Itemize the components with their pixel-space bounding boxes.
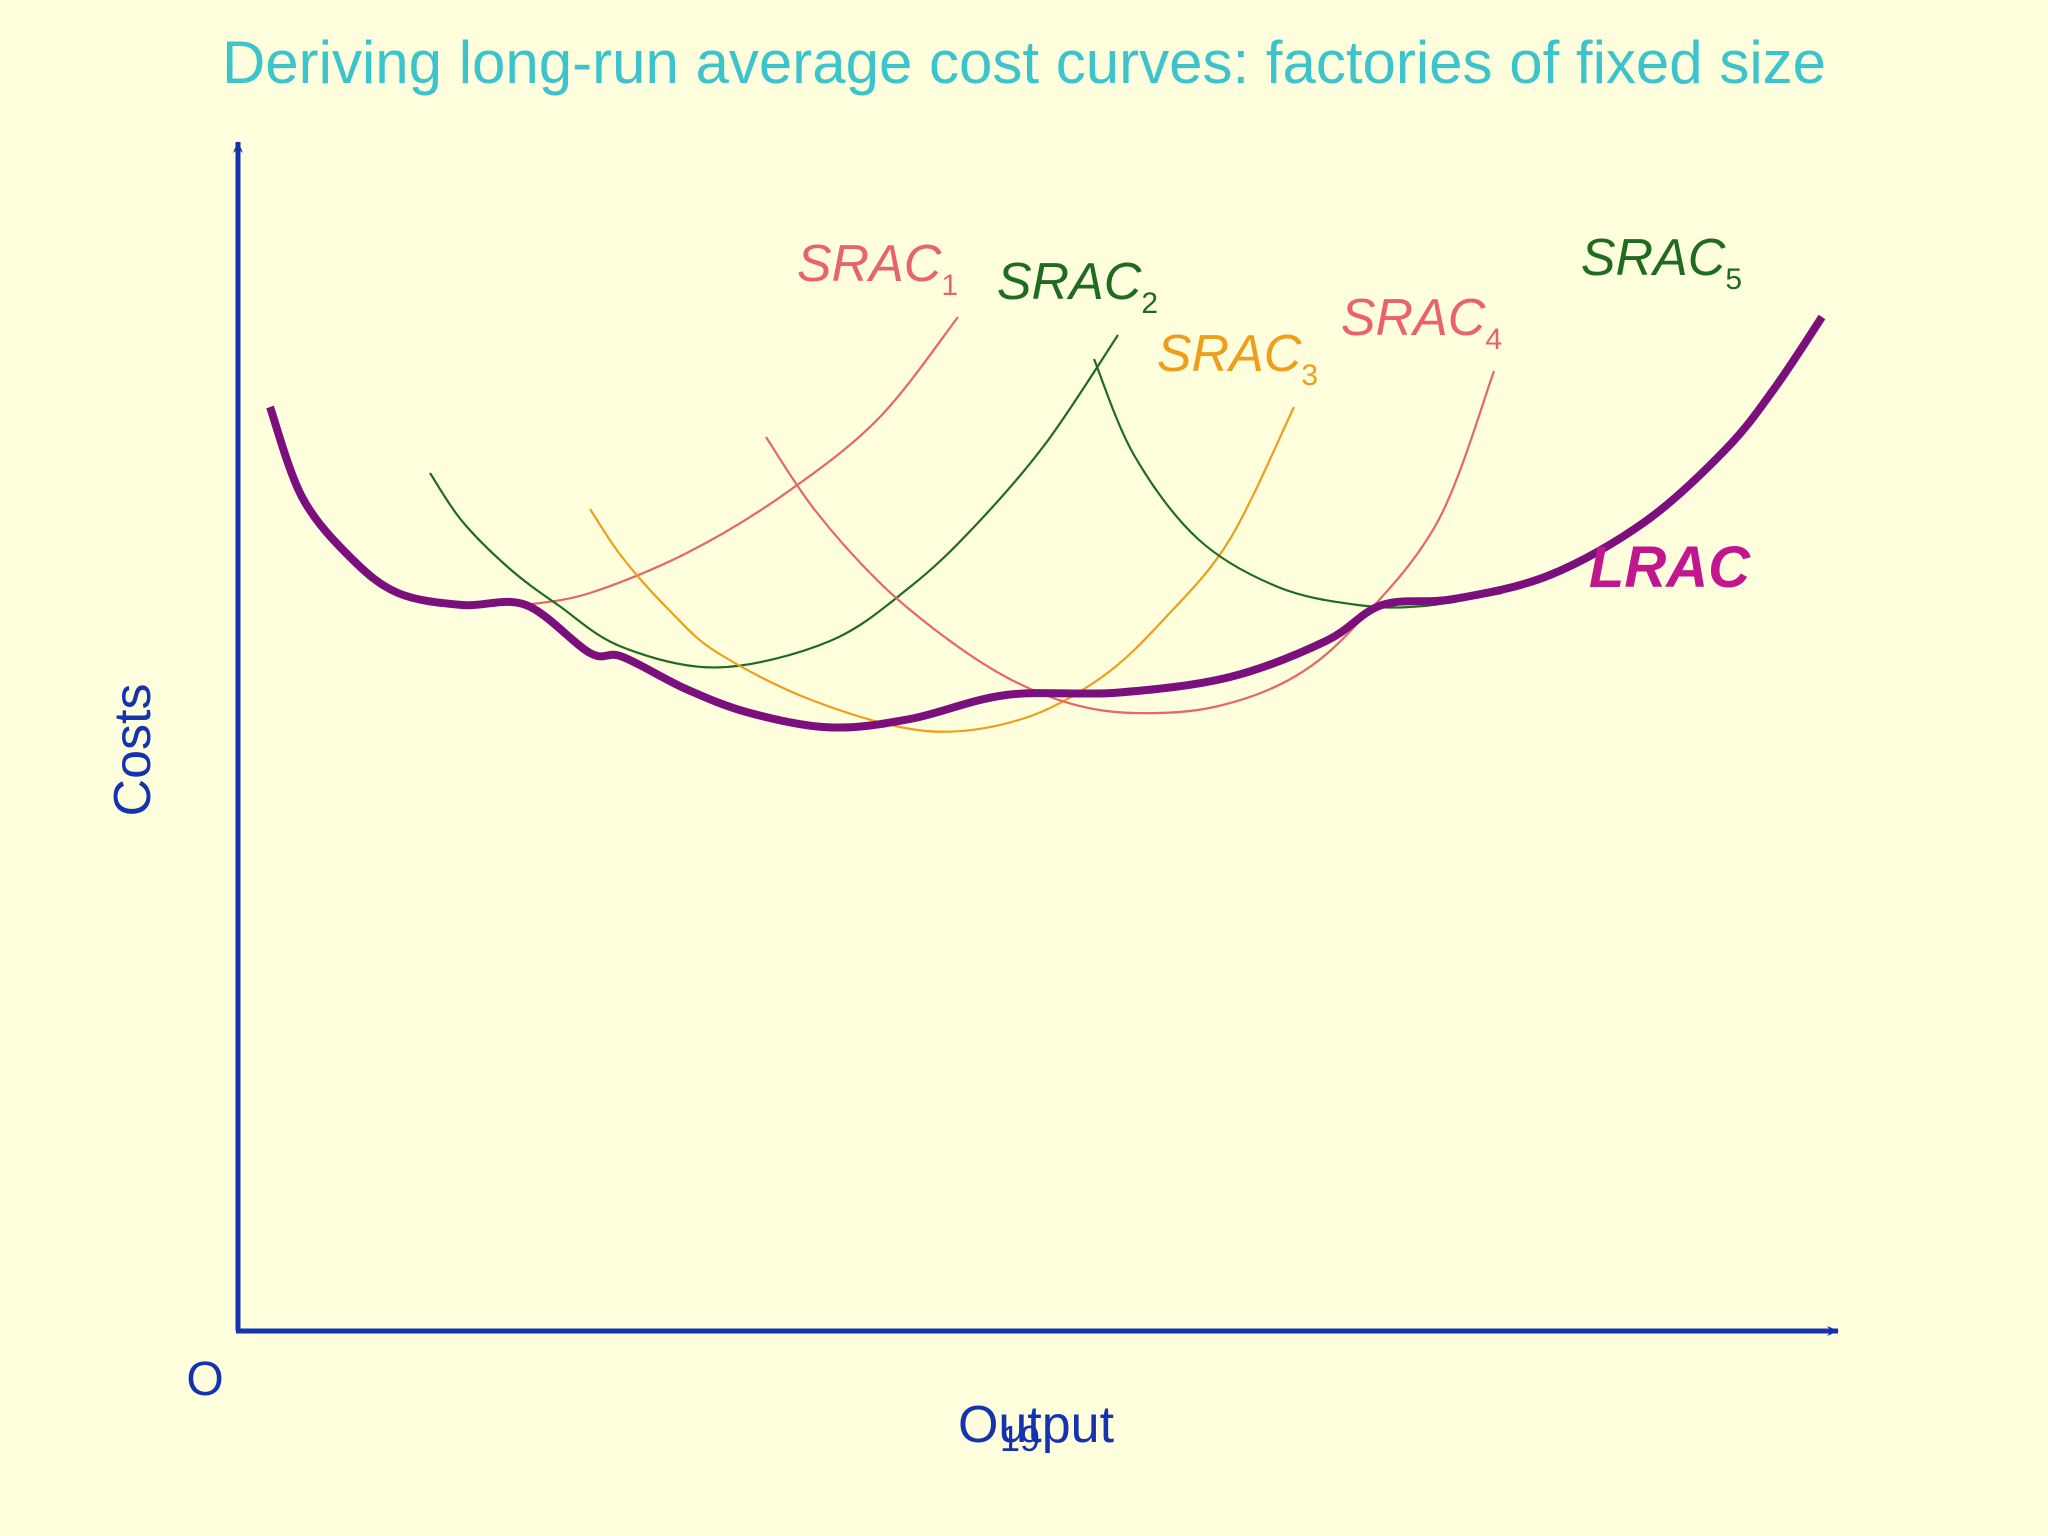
x-axis-label: Output: [958, 1396, 1115, 1454]
origin-label: O: [186, 1353, 223, 1406]
chart-title: Deriving long-run average cost curves: f…: [221, 29, 1827, 96]
srac-5-label: SRAC5: [1581, 229, 1742, 296]
cost-curves: [266, 314, 1826, 733]
srac-3-label: SRAC3: [1157, 325, 1318, 392]
srac-4-curve: [765, 370, 1496, 715]
srac-1-label: SRAC1: [797, 235, 958, 302]
srac-5-curve: [1092, 358, 1503, 609]
srac-2-curve: [429, 334, 1119, 669]
srac-4-label: SRAC4: [1341, 289, 1502, 356]
y-axis-label: Costs: [104, 684, 162, 817]
srac-2-label: SRAC2: [997, 253, 1158, 320]
page-number: 19: [1000, 1418, 1041, 1459]
srac-3-curve: [589, 406, 1295, 733]
srac-1-curve: [525, 316, 959, 607]
lrac-curve: [266, 314, 1826, 732]
lrac-label: LRAC: [1589, 535, 1751, 600]
